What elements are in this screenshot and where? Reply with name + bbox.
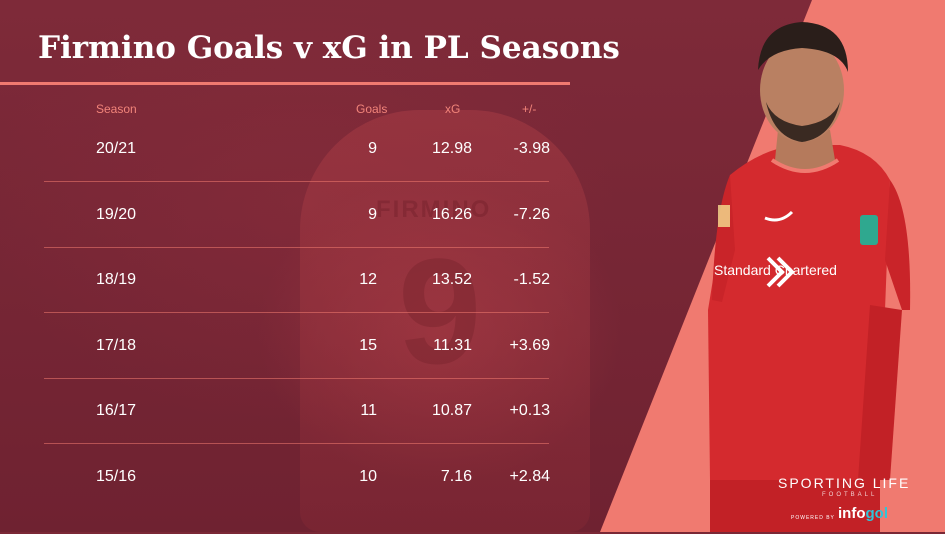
goals-cell: 9	[368, 140, 377, 157]
goals-cell: 9	[368, 205, 377, 223]
table-row: 17/18 15 11.31 +3.69	[0, 337, 600, 403]
row-divider	[44, 312, 549, 314]
table-row: 20/21 9 12.98 -3.98	[0, 140, 600, 206]
column-header-goals: Goals	[356, 102, 388, 116]
infogol-logo: infogol	[838, 505, 888, 522]
xg-cell: 12.98	[431, 140, 472, 157]
table-row: 16/17 11 10.87 +0.13	[0, 402, 600, 468]
season-cell: 18/19	[96, 271, 137, 289]
background-shirt-name: FIRMINO	[376, 196, 492, 223]
shirt-sponsor-text: Standard Chartered	[714, 262, 837, 278]
season-cell: 15/16	[96, 468, 137, 485]
difference-cell: +3.69	[509, 336, 550, 354]
background-shirt-number: 9	[398, 227, 482, 395]
xg-cell: 16.26	[431, 205, 472, 223]
xg-cell: 10.87	[431, 402, 472, 420]
xg-cell: 11.31	[433, 336, 472, 354]
row-divider	[44, 377, 549, 379]
background-player-silhouette	[300, 110, 590, 532]
sporting-life-logo: SPORTING LIFE	[778, 475, 911, 491]
season-cell: 17/18	[96, 336, 137, 354]
difference-cell: -7.26	[513, 205, 550, 223]
season-cell: 16/17	[96, 402, 137, 420]
difference-cell: -1.52	[513, 271, 550, 289]
row-divider	[44, 443, 549, 445]
table-row: 18/19 12 13.52 -1.52	[0, 271, 600, 337]
table-row: 19/20 9 16.26 -7.26	[0, 206, 600, 272]
powered-by-label: POWERED BY	[791, 515, 835, 521]
column-header-season: Season	[96, 102, 137, 116]
column-header-xg: xG	[445, 102, 461, 116]
difference-cell: +2.84	[509, 468, 550, 485]
goals-cell: 12	[359, 271, 377, 289]
goals-cell: 15	[359, 336, 377, 354]
column-header-difference: +/-	[522, 102, 537, 116]
goals-cell: 10	[359, 468, 377, 485]
difference-cell: -3.98	[513, 140, 550, 157]
table-row: 15/16 10 7.16 +2.84	[0, 468, 600, 534]
infogol-logo-prefix: info	[838, 505, 866, 522]
difference-cell: +0.13	[509, 402, 550, 420]
row-divider	[44, 246, 549, 248]
chart-title: Firmino Goals v xG in PL Seasons	[38, 30, 620, 66]
goals-cell: 11	[360, 402, 377, 420]
row-divider	[44, 181, 549, 182]
season-cell: 19/20	[96, 205, 137, 223]
title-underline	[0, 82, 570, 85]
sporting-life-logo-sub: FOOTBALL	[822, 492, 878, 498]
infogol-logo-suffix: gol	[865, 505, 889, 522]
xg-cell: 7.16	[440, 468, 472, 485]
xg-cell: 13.52	[431, 271, 472, 289]
season-cell: 20/21	[96, 140, 137, 157]
player-photo: Standard Chartered	[708, 22, 911, 532]
